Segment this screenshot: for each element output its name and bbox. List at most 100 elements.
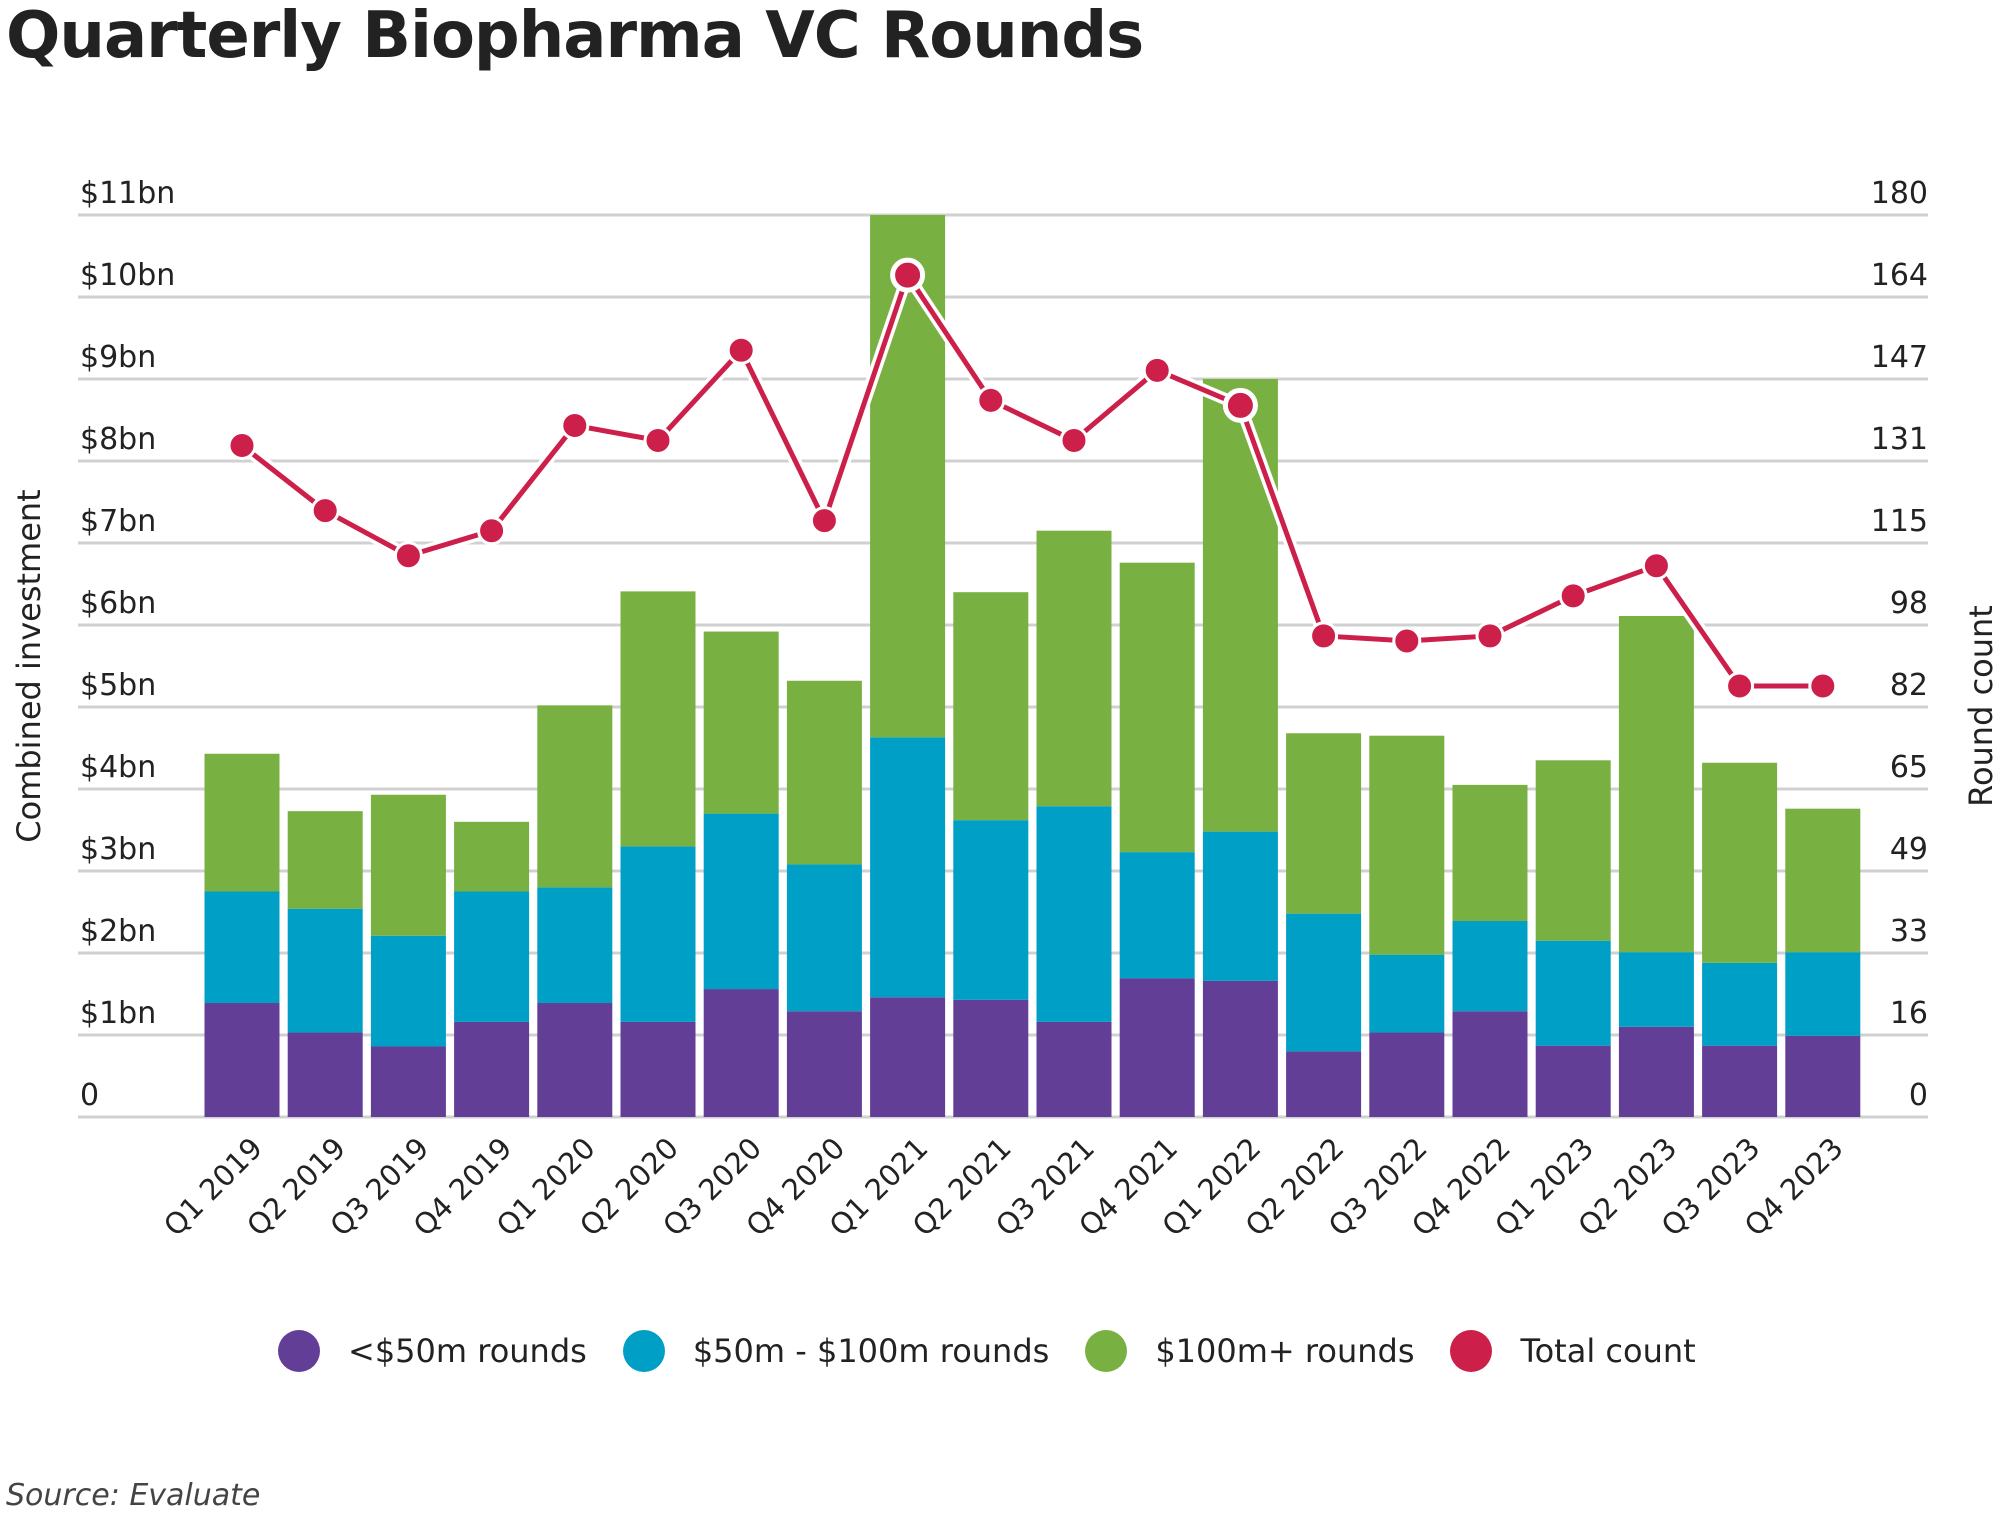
legend-swatch-over100-icon [1085,1330,1128,1372]
y2-tick-label: 115 [1871,504,1928,539]
bar-over100 [1702,762,1778,963]
count-point [1059,426,1089,455]
bar-over100 [1535,760,1611,941]
y-tick-label: $8bn [80,422,156,457]
bar-50-100m [870,737,946,998]
bar-under50 [1535,1045,1611,1117]
legend-item-count: Total count [1450,1330,1696,1372]
y2-tick-label: 180 [1871,176,1928,211]
bar-under50 [703,989,779,1117]
bar-over100 [1202,379,1278,832]
bar-50-100m [1618,952,1694,1027]
bar-under50 [1618,1026,1694,1117]
count-point [1392,626,1422,656]
bar-under50 [1119,978,1195,1117]
count-point [726,335,756,365]
legend: <$50m rounds $50m - $100m rounds $100m+ … [278,1330,1732,1372]
bar-over100 [1369,735,1445,955]
legend-swatch-under50-icon [278,1330,320,1372]
bar-under50 [1036,1021,1112,1117]
bar-under50 [953,999,1029,1117]
bar-50-100m [1452,921,1528,1012]
count-point [1558,581,1588,611]
bar-under50 [620,1021,696,1117]
bar-50-100m [537,887,613,1004]
bar-50-100m [1119,852,1195,979]
count-point [1142,355,1172,385]
y2-tick-label: 164 [1871,258,1928,293]
count-point [1725,671,1755,701]
bar-50-100m [1286,913,1362,1052]
legend-label: <$50m rounds [348,1332,587,1370]
bar-under50 [454,1021,530,1117]
y2-tick-label: 33 [1890,914,1928,949]
bar-under50 [1452,1011,1528,1117]
bar-50-100m [370,935,446,1047]
y-axis-title: Combined investment [10,489,48,842]
count-point [1641,551,1671,581]
bar-under50 [287,1032,363,1117]
bar-50-100m [620,846,696,1022]
count-point [643,426,673,455]
count-point [1309,621,1339,651]
source-note: Source: Evaluate [6,1478,261,1513]
legend-swatch-count-icon [1450,1330,1493,1372]
bar-50-100m [1369,954,1445,1033]
bar-over100 [1618,615,1694,953]
y-tick-label: $5bn [80,668,156,703]
count-point [560,410,590,440]
count-point [477,516,507,546]
legend-label: Total count [1520,1332,1696,1370]
bar-50-100m [1202,831,1278,981]
count-point [976,385,1006,415]
bar-50-100m [703,813,779,990]
count-point [809,506,839,536]
y-axis-right: 0 16 33 49 65 82 98 115 131 147 164 180 [1871,176,1928,1113]
count-line [227,257,1838,701]
y2-tick-label: 147 [1871,340,1928,375]
y-tick-label: $2bn [80,914,156,949]
bars [204,215,1861,1117]
bar-under50 [1785,1035,1861,1117]
bar-50-100m [454,891,530,1022]
legend-swatch-mid-icon [622,1330,665,1372]
count-point [227,431,257,461]
bar-over100 [1452,784,1528,922]
legend-label: $50m - $100m rounds [692,1332,1050,1370]
bar-over100 [287,811,363,909]
count-point [310,496,340,526]
bar-under50 [870,997,946,1117]
legend-item-under50: <$50m rounds [278,1330,587,1372]
count-point [1475,621,1505,651]
bar-over100 [370,794,446,936]
count-point [1222,387,1258,423]
bar-over100 [953,592,1029,821]
count-point [1808,671,1838,701]
bar-over100 [204,753,280,892]
bar-over100 [537,705,613,888]
count-point [890,257,926,293]
bar-over100 [1785,808,1861,953]
bar-under50 [1702,1045,1778,1117]
bar-under50 [1202,980,1278,1117]
bar-50-100m [953,820,1029,1000]
y-tick-label: $9bn [80,340,156,375]
y-axis-left: 0 $1bn $2bn $3bn $4bn $5bn $6bn $7bn $8bn $9bn $10… [80,176,175,1113]
bar-under50 [786,1011,862,1117]
bar-over100 [1119,562,1195,853]
y-tick-label: $10bn [80,258,175,293]
bar-50-100m [287,908,363,1033]
y2-tick-label: 49 [1890,832,1928,867]
bar-50-100m [1785,952,1861,1036]
bar-under50 [537,1003,613,1117]
y-tick-label: $7bn [80,504,156,539]
y-tick-label: 0 [80,1078,99,1113]
y-tick-label: $1bn [80,996,156,1031]
bar-50-100m [1702,962,1778,1046]
y-tick-label: $4bn [80,750,156,785]
y2-tick-label: 16 [1890,996,1928,1031]
y2-axis-title: Round count [1962,605,2000,807]
legend-item-over100: $100m+ rounds [1085,1330,1414,1372]
